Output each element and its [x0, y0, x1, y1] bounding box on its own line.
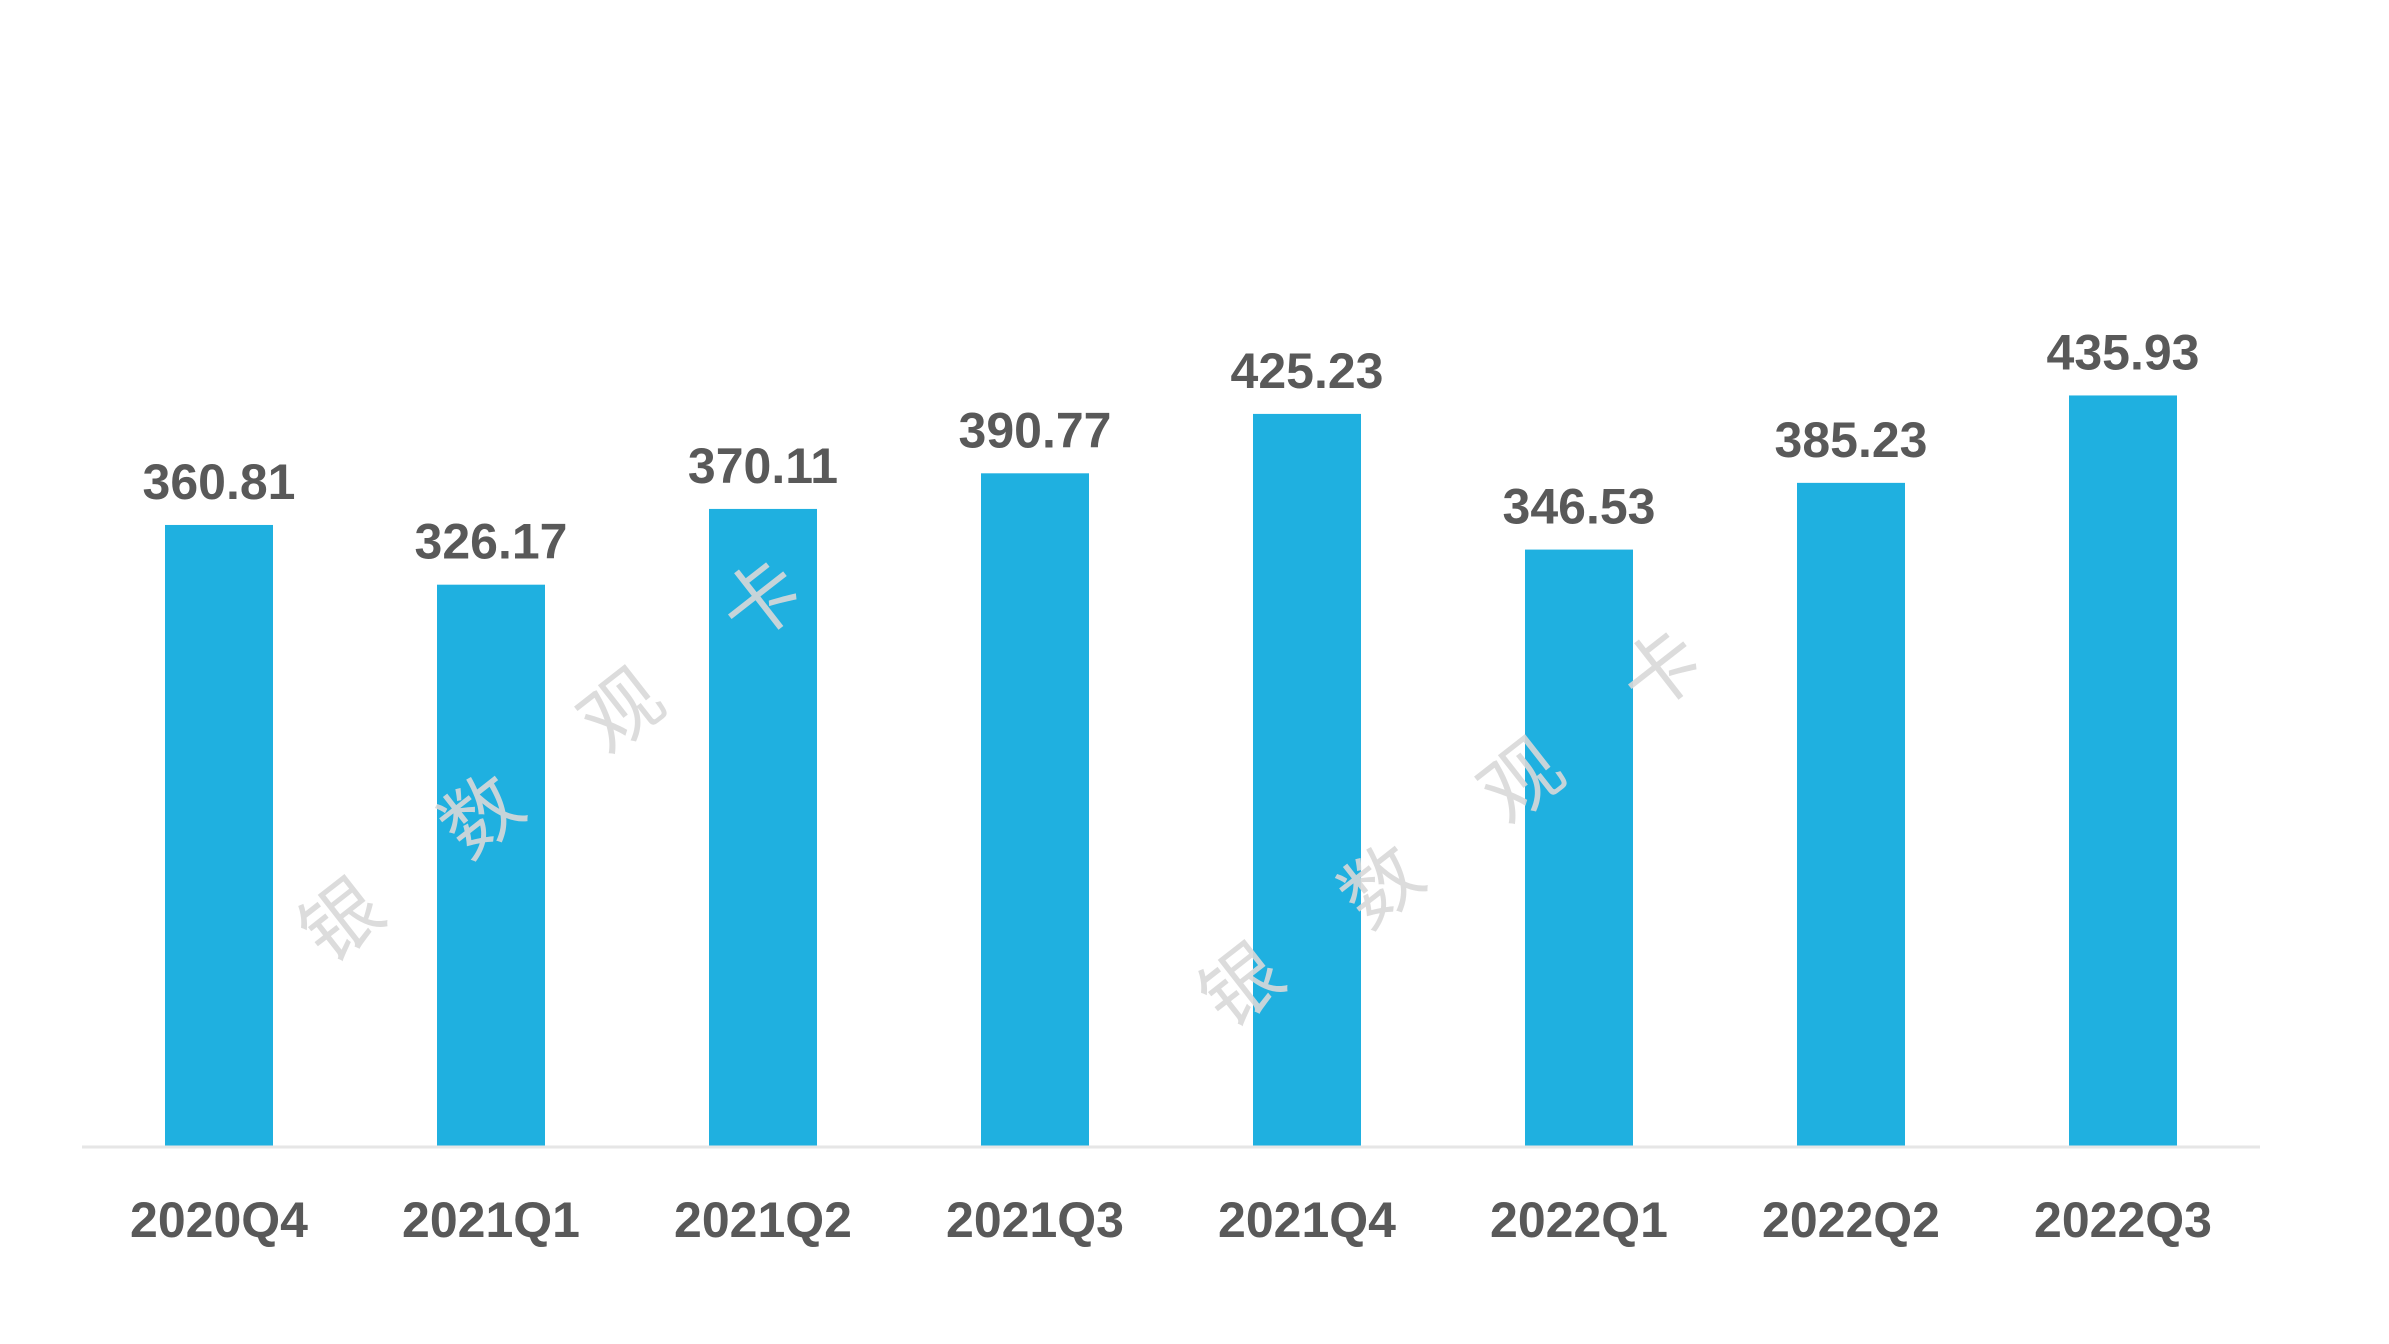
value-label-2021Q4: 425.23 [1231, 343, 1384, 399]
x-tick-label-2022Q2: 2022Q2 [1762, 1192, 1940, 1248]
bar-2021Q1 [437, 584, 545, 1147]
value-label-2020Q4: 360.81 [143, 454, 296, 510]
bar-2022Q3 [2069, 395, 2177, 1147]
bar-2021Q3 [981, 473, 1089, 1148]
x-tick-label-2021Q1: 2021Q1 [402, 1192, 580, 1248]
value-label-2022Q2: 385.23 [1775, 412, 1928, 468]
x-tick-labels: 2020Q4 2021Q1 2021Q2 2021Q3 2021Q4 2022Q1 2022… [130, 1192, 2212, 1248]
watermark-char: 观 [564, 652, 681, 771]
x-tick-label-2021Q2: 2021Q2 [674, 1192, 852, 1248]
x-tick-label-2020Q4: 2020Q4 [130, 1192, 308, 1248]
x-tick-label-2021Q3: 2021Q3 [946, 1192, 1124, 1248]
bar-2020Q4 [165, 524, 273, 1147]
x-tick-label-2022Q1: 2022Q1 [1490, 1192, 1668, 1248]
watermark-char: 银 [284, 862, 401, 981]
value-labels-layer: 360.81 326.17 370.11 390.77 425.23 346.53 385.… [143, 324, 2200, 569]
bar-2021Q4 [1253, 413, 1361, 1148]
bar-2021Q2 [709, 508, 817, 1147]
bar-2022Q2 [1797, 482, 1905, 1147]
value-label-2022Q3: 435.93 [2047, 324, 2200, 380]
x-tick-label-2021Q4: 2021Q4 [1218, 1192, 1396, 1248]
x-tick-label-2022Q3: 2022Q3 [2034, 1192, 2212, 1248]
value-label-2021Q3: 390.77 [959, 402, 1112, 458]
value-label-2021Q1: 326.17 [415, 514, 568, 570]
bars-layer [165, 395, 2177, 1148]
bar-2022Q1 [1525, 549, 1633, 1147]
value-label-2022Q1: 346.53 [1503, 479, 1656, 535]
value-label-2021Q2: 370.11 [688, 438, 838, 494]
